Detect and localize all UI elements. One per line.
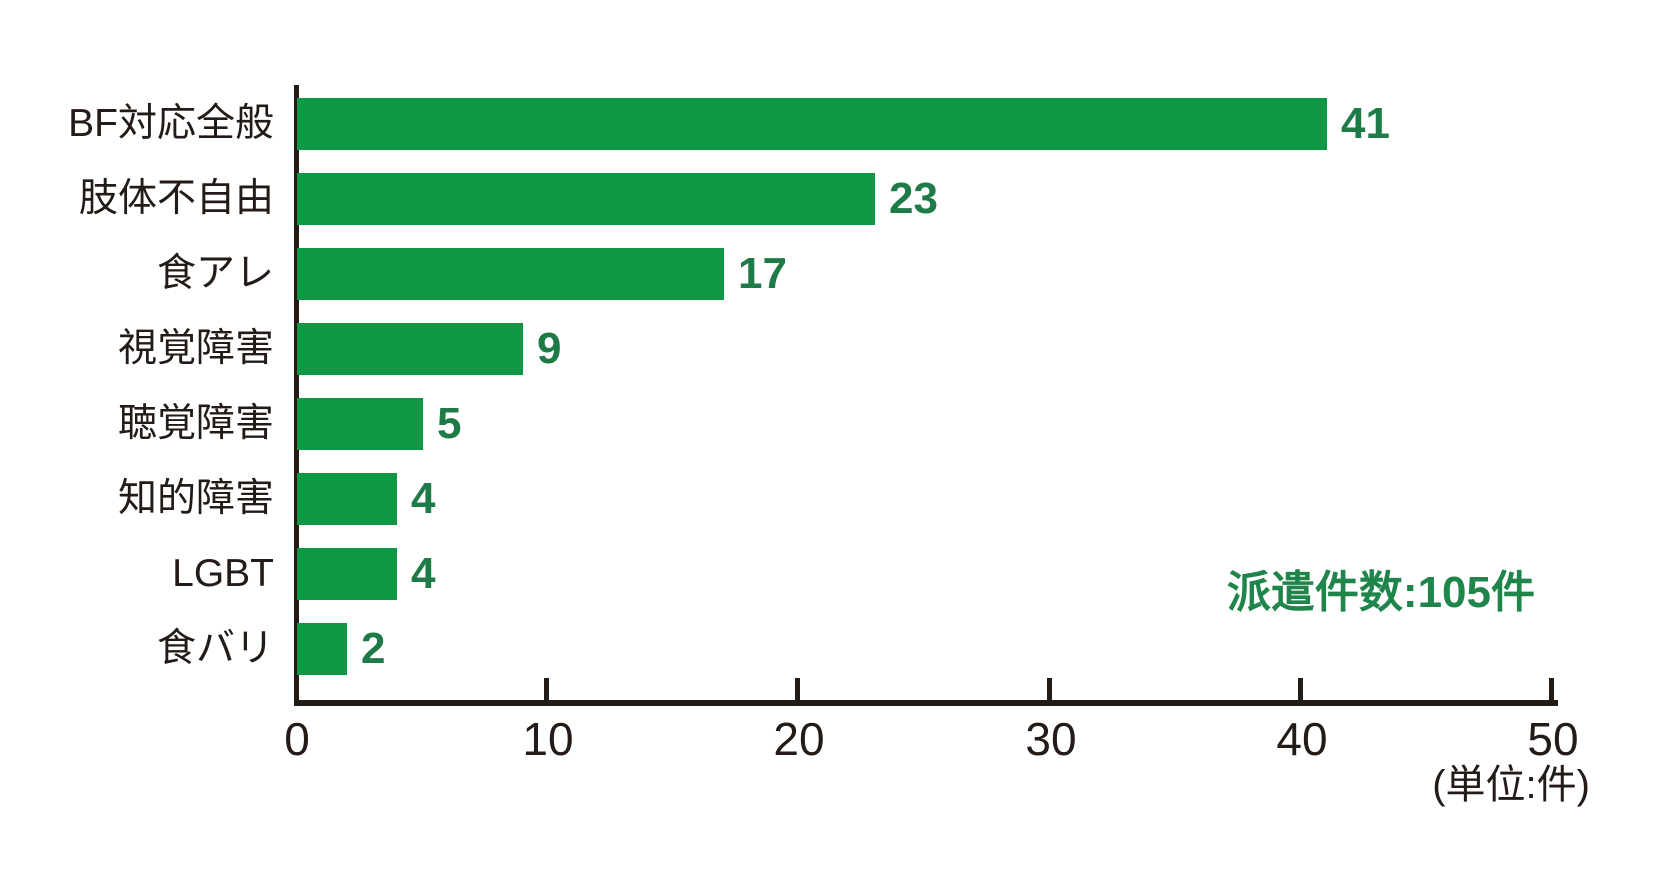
tick-mark [544, 678, 549, 700]
category-label: 食バリ [156, 627, 274, 670]
bar [297, 98, 1327, 150]
bar [297, 473, 397, 525]
bar [297, 623, 347, 675]
tick-mark [1549, 678, 1554, 700]
value-label: 4 [411, 549, 436, 598]
tick-mark [1298, 678, 1303, 700]
x-tick-label: 50 [1527, 713, 1579, 765]
category-label: 肢体不自由 [78, 177, 274, 220]
total-annotation: 派遣件数:105件 [1226, 568, 1535, 617]
value-label: 17 [738, 249, 787, 298]
x-tick-label: 10 [522, 713, 574, 765]
tick-mark [795, 678, 800, 700]
category-label: 知的障害 [117, 477, 274, 520]
bar [297, 248, 724, 300]
category-label: 聴覚障害 [117, 402, 274, 445]
category-label: 視覚障害 [117, 327, 274, 370]
unit-note: (単位:件) [1432, 763, 1590, 807]
x-tick-label: 40 [1276, 713, 1328, 765]
value-label: 4 [411, 474, 436, 523]
value-label: 5 [437, 399, 462, 448]
bar [297, 548, 397, 600]
value-label: 2 [361, 624, 386, 673]
x-tick-label: 0 [284, 713, 310, 765]
category-label: LGBT [172, 552, 274, 595]
tick-mark [1047, 678, 1052, 700]
bar [297, 398, 423, 450]
value-label: 23 [889, 174, 938, 223]
bar [297, 323, 523, 375]
x-tick-label: 30 [1025, 713, 1077, 765]
value-label: 9 [537, 324, 562, 373]
x-axis-line [294, 700, 1558, 706]
value-label: 41 [1341, 99, 1390, 148]
x-tick-label: 20 [773, 713, 825, 765]
y-axis-line [294, 85, 299, 706]
category-label: BF対応全般 [68, 102, 274, 145]
category-label: 食アレ [156, 252, 274, 295]
bar [297, 173, 875, 225]
